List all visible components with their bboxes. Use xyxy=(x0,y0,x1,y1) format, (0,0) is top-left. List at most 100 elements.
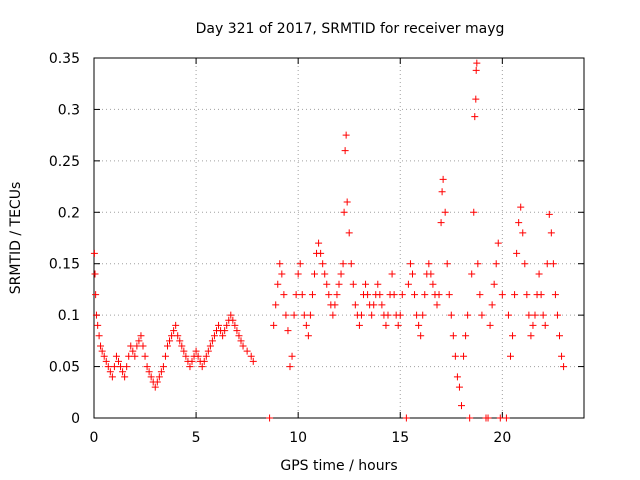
data-point xyxy=(159,363,167,371)
data-point xyxy=(472,66,480,74)
data-point xyxy=(447,311,455,319)
data-point xyxy=(411,291,419,299)
x-tick-label: 20 xyxy=(493,430,511,446)
data-point xyxy=(92,291,100,299)
data-point xyxy=(321,270,329,278)
data-point xyxy=(470,208,478,216)
data-point xyxy=(521,260,529,268)
data-point xyxy=(135,337,143,345)
data-point xyxy=(458,402,465,410)
data-point xyxy=(125,352,133,360)
data-point xyxy=(384,311,392,319)
data-point xyxy=(543,260,551,268)
data-point xyxy=(202,352,210,360)
data-point xyxy=(519,229,527,237)
data-point xyxy=(345,229,353,237)
data-point xyxy=(298,291,306,299)
data-point xyxy=(239,342,247,350)
data-point xyxy=(443,260,451,268)
data-point xyxy=(551,291,559,299)
data-point xyxy=(121,373,129,381)
data-point xyxy=(474,260,482,268)
data-point xyxy=(153,378,161,386)
data-point xyxy=(464,311,472,319)
data-point xyxy=(110,363,118,371)
data-point xyxy=(362,280,370,288)
data-point xyxy=(131,352,139,360)
data-point xyxy=(168,332,176,340)
data-point xyxy=(466,414,474,422)
data-point xyxy=(292,291,300,299)
data-point xyxy=(556,332,563,340)
data-point xyxy=(210,332,218,340)
data-point xyxy=(198,363,206,371)
data-point xyxy=(388,270,396,278)
data-point xyxy=(340,208,348,216)
data-point xyxy=(98,347,106,355)
data-point xyxy=(164,342,171,350)
data-point xyxy=(270,321,278,329)
data-point xyxy=(215,321,223,329)
data-point xyxy=(333,291,341,299)
data-point xyxy=(339,260,347,268)
data-point xyxy=(95,332,103,340)
data-point xyxy=(329,311,337,319)
data-point xyxy=(547,229,555,237)
data-point xyxy=(141,352,149,360)
data-point xyxy=(188,357,196,365)
data-point xyxy=(453,373,461,381)
data-point xyxy=(449,332,457,340)
y-tick-label: 0.2 xyxy=(58,205,80,221)
data-point xyxy=(476,291,484,299)
data-point xyxy=(390,291,398,299)
data-point xyxy=(541,321,549,329)
data-point xyxy=(517,203,525,211)
data-point xyxy=(342,131,350,139)
data-point xyxy=(351,301,359,309)
data-point xyxy=(486,321,494,329)
x-axis-label: GPS time / hours xyxy=(280,458,397,474)
data-point xyxy=(355,321,363,329)
data-point xyxy=(409,270,416,278)
data-point xyxy=(451,352,459,360)
data-point xyxy=(537,291,545,299)
data-point xyxy=(282,311,290,319)
data-point xyxy=(117,363,125,371)
data-point xyxy=(178,342,186,350)
data-point xyxy=(531,311,539,319)
data-point xyxy=(231,321,239,329)
data-point xyxy=(266,414,274,422)
y-tick-label: 0.25 xyxy=(49,154,80,170)
data-point xyxy=(274,280,282,288)
data-point xyxy=(341,147,349,155)
chart-title: Day 321 of 2017, SRMTID for receiver may… xyxy=(196,21,505,37)
data-point xyxy=(200,357,208,365)
data-point xyxy=(460,352,468,360)
data-point xyxy=(227,311,235,319)
data-point xyxy=(186,363,194,371)
data-point xyxy=(172,321,180,329)
data-point xyxy=(439,175,447,183)
data-point xyxy=(145,368,153,376)
data-point xyxy=(278,270,286,278)
data-point xyxy=(129,347,137,355)
y-tick-label: 0.05 xyxy=(49,360,80,376)
data-point xyxy=(402,414,410,422)
data-point xyxy=(294,270,302,278)
data-point xyxy=(174,332,182,340)
data-point xyxy=(243,347,251,355)
data-point xyxy=(535,270,543,278)
data-point xyxy=(290,311,298,319)
data-point xyxy=(323,280,331,288)
data-point xyxy=(478,311,486,319)
data-point xyxy=(219,332,227,340)
data-point xyxy=(182,352,190,360)
data-point xyxy=(176,337,184,345)
data-point xyxy=(106,368,114,376)
data-point xyxy=(513,249,521,257)
data-point xyxy=(300,311,308,319)
data-point xyxy=(364,291,372,299)
data-point xyxy=(304,332,312,340)
data-points xyxy=(90,59,568,422)
data-point xyxy=(147,373,155,381)
